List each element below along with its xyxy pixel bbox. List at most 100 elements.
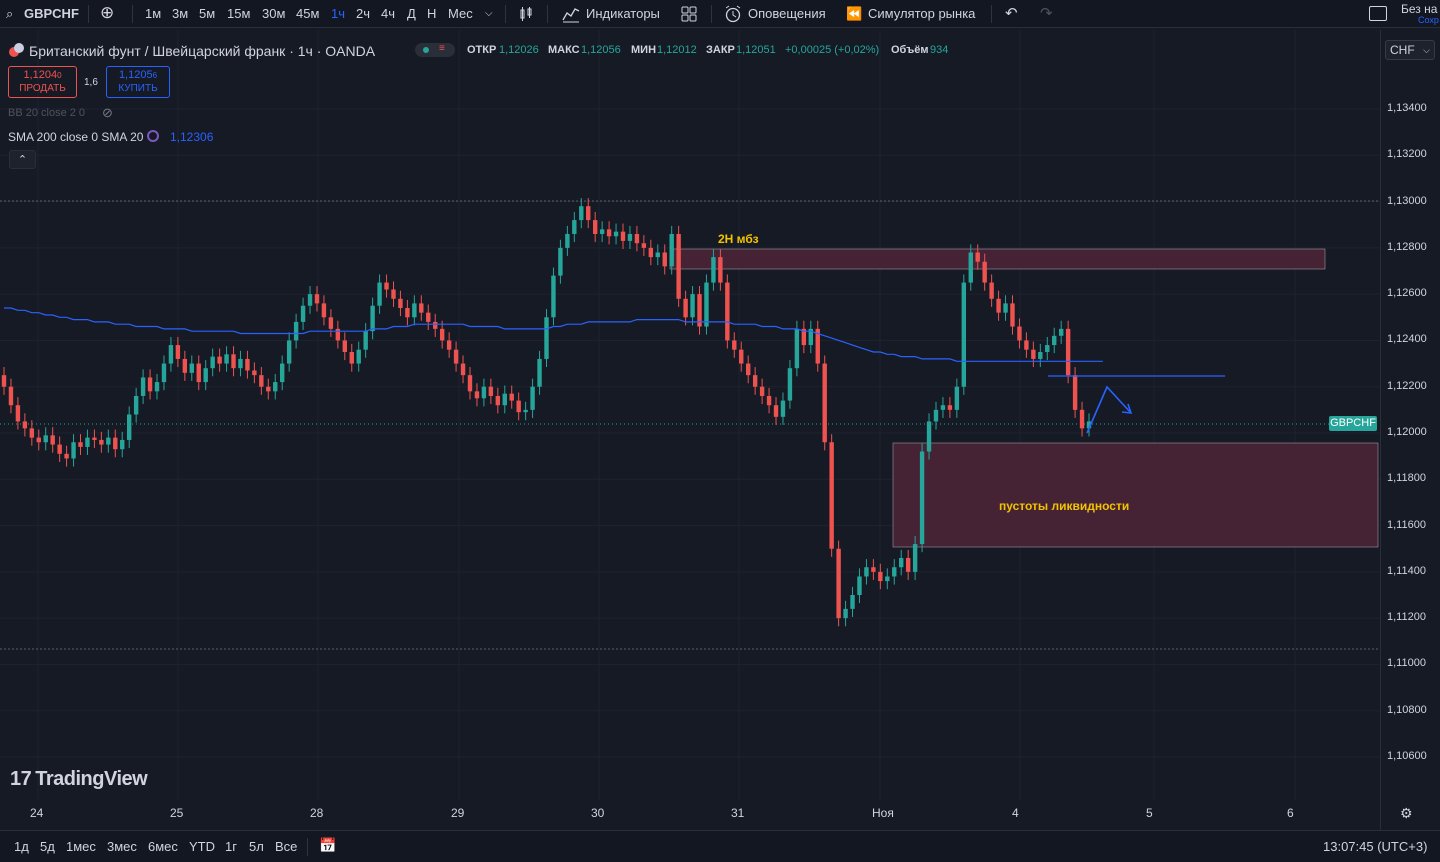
range-5y[interactable]: 5л <box>249 839 264 854</box>
candle-body <box>384 282 389 290</box>
bb-indicator-label[interactable]: BB 20 close 2 0 <box>8 107 86 119</box>
candle-body <box>64 453 69 459</box>
sma-indicator-label[interactable]: SMA 200 close 0 SMA 20 <box>8 130 144 144</box>
candle-body <box>850 595 855 609</box>
symbol-search-button[interactable]: GBPCHF <box>24 6 79 21</box>
undo-icon[interactable]: ↶ <box>1005 5 1018 22</box>
candle-body <box>280 363 285 383</box>
sell-button[interactable]: 1,12040 ПРОДАТЬ <box>8 66 77 98</box>
indicators-icon[interactable] <box>562 5 580 23</box>
range-ytd[interactable]: YTD <box>189 839 215 854</box>
tf-30m[interactable]: 30м <box>262 6 286 21</box>
candle-body <box>655 252 660 258</box>
range-1y[interactable]: 1г <box>225 839 237 854</box>
chevron-down-icon[interactable]: ⌵ <box>485 8 493 19</box>
range-5d[interactable]: 5д <box>40 839 55 854</box>
replay-button[interactable]: Симулятор рынка <box>868 6 976 21</box>
range-1m[interactable]: 1мес <box>66 839 96 854</box>
candle-body <box>544 317 549 359</box>
zone-bottom-label: пустоты ликвидности <box>999 499 1129 513</box>
tf-2h[interactable]: 2ч <box>356 6 371 21</box>
indicators-button[interactable]: Индикаторы <box>586 6 660 21</box>
symbol-legend: Британский фунт / Швейцарский франк · 1ч… <box>0 38 1380 62</box>
candle-body <box>488 386 494 396</box>
tf-1h-active[interactable]: 1ч <box>331 6 346 21</box>
settings-gear-icon[interactable]: ⚙ <box>1400 805 1413 821</box>
candle-body <box>78 442 83 447</box>
candle-body <box>1058 328 1064 336</box>
price-tick-label: 1,11400 <box>1387 564 1426 577</box>
currency-selector[interactable]: CHF ⌵ <box>1385 40 1435 60</box>
candle-body <box>29 428 35 438</box>
time-tick-label: 6 <box>1287 806 1294 820</box>
candle-body <box>426 312 431 322</box>
candle-body <box>982 261 987 283</box>
candle-body <box>509 393 514 401</box>
tf-45m[interactable]: 45м <box>296 6 320 21</box>
buy-label: КУПИТЬ <box>118 83 158 94</box>
fullscreen-icon[interactable] <box>1369 6 1387 21</box>
range-all[interactable]: Все <box>275 839 298 854</box>
range-3m[interactable]: 3мес <box>107 839 137 854</box>
candles-icon[interactable] <box>518 6 534 22</box>
buy-button[interactable]: 1,12056 КУПИТЬ <box>106 66 170 98</box>
range-6m[interactable]: 6мес <box>148 839 178 854</box>
symbol-title[interactable]: Британский фунт / Швейцарский франк · 1ч… <box>29 43 376 59</box>
compare-add-icon[interactable]: ⊕ <box>100 3 115 22</box>
tf-15m[interactable]: 15м <box>227 6 251 21</box>
price-chart[interactable]: 2H мбз пустоты ликвидности <box>0 30 1380 820</box>
candle-body <box>725 282 730 341</box>
candle-body <box>349 352 354 364</box>
zone-top-label: 2H мбз <box>718 232 759 246</box>
candle-body <box>328 317 334 329</box>
candle-body <box>551 275 556 318</box>
range-1d[interactable]: 1д <box>14 839 29 854</box>
alerts-button[interactable]: Оповещения <box>748 6 826 21</box>
high-value: 1,12056 <box>581 44 621 56</box>
tf-4h[interactable]: 4ч <box>381 6 396 21</box>
alarm-clock-icon[interactable] <box>724 5 742 23</box>
indicator-settings-icon[interactable] <box>147 130 159 142</box>
candle-body <box>1052 335 1057 346</box>
eye-hidden-icon[interactable]: ⊘ <box>102 105 113 120</box>
tf-5m[interactable]: 5м <box>199 6 216 21</box>
layout-save-status[interactable]: Сохр <box>1418 15 1439 25</box>
layout-name[interactable]: Без на <box>1401 2 1438 16</box>
candle-body <box>321 303 327 318</box>
candle-body <box>273 382 278 392</box>
candle-body <box>238 358 243 369</box>
tf-month[interactable]: Мес <box>448 6 473 21</box>
tf-day[interactable]: Д <box>407 6 416 21</box>
candle-body <box>106 437 111 445</box>
candle-body <box>36 437 41 443</box>
candle-body <box>711 257 716 283</box>
candle-body <box>210 356 215 369</box>
candle-body <box>836 548 841 619</box>
candle-body <box>676 233 681 299</box>
candle-body <box>1072 375 1078 410</box>
forecast-arrow-head <box>1121 403 1133 414</box>
market-status-badge[interactable]: ≡ <box>415 43 455 57</box>
candle-body <box>801 328 807 346</box>
price-axis[interactable]: CHF ⌵ 1,13400 1,13200 1,13000 1,12800 1,12600… <box>1380 30 1440 830</box>
clock-timezone[interactable]: 13:07:45 (UTC+3) <box>1323 839 1428 854</box>
candle-body <box>773 405 779 417</box>
time-tick-label: 25 <box>170 806 184 820</box>
tradingview-logo[interactable]: 17 TradingView <box>10 768 148 790</box>
tf-3m[interactable]: 3м <box>172 6 189 21</box>
candle-body <box>147 377 153 392</box>
templates-grid-icon[interactable] <box>681 6 697 22</box>
redo-icon[interactable]: ↷ <box>1040 5 1053 22</box>
candle-body <box>120 439 125 450</box>
replay-rewind-icon[interactable]: ⏪ <box>846 6 863 21</box>
collapse-legend-button[interactable]: ⌃ <box>9 150 36 169</box>
time-axis[interactable]: 24 25 28 29 30 31 Ноя 4 5 6 <box>0 800 1380 828</box>
calendar-goto-icon[interactable]: 📅 <box>319 837 337 853</box>
candle-body <box>926 421 932 452</box>
tf-1m[interactable]: 1м <box>145 6 162 21</box>
tf-week[interactable]: Н <box>427 6 437 21</box>
search-icon[interactable]: ⌕ <box>6 6 14 21</box>
candle-body <box>1038 352 1043 359</box>
candle-body <box>259 375 264 387</box>
candle-body <box>439 328 445 341</box>
